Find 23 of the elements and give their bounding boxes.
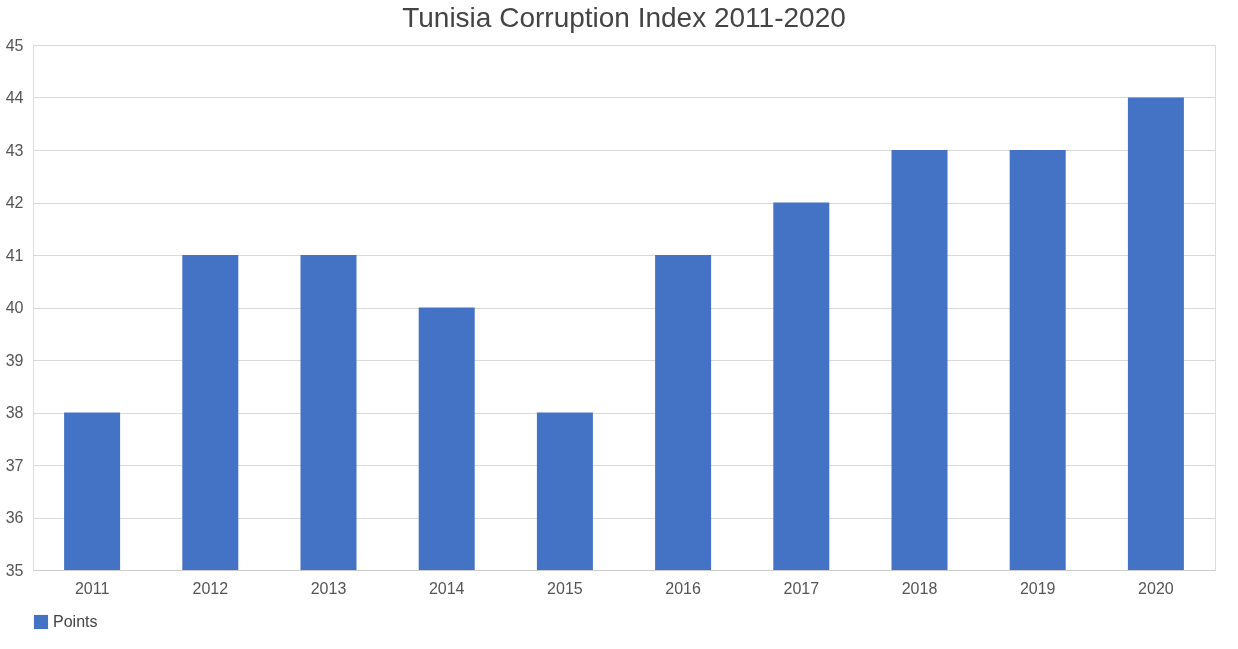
chart-title: Tunisia Corruption Index 2011-2020 <box>402 2 846 33</box>
x-tick-label: 2015 <box>547 579 583 597</box>
y-tick-label: 37 <box>5 456 24 474</box>
x-tick-label: 2019 <box>1019 579 1056 597</box>
x-tick-label: 2018 <box>901 579 938 597</box>
y-tick-label: 43 <box>5 141 24 159</box>
x-tick-label: 2013 <box>310 579 347 597</box>
y-tick-label: 39 <box>5 351 24 369</box>
x-tick-label: 2012 <box>192 579 229 597</box>
y-tick-label: 45 <box>5 36 24 54</box>
x-tick-label: 2014 <box>428 579 465 597</box>
y-tick-label: 38 <box>5 404 24 421</box>
x-tick-label: 2020 <box>1138 579 1174 597</box>
y-tick-label: 36 <box>5 509 24 526</box>
x-tick-label: 2011 <box>74 579 110 597</box>
y-tick-label: 41 <box>5 246 24 264</box>
x-tick-label: 2017 <box>783 579 820 597</box>
legend-label: Points <box>53 613 98 630</box>
y-tick-label: 40 <box>5 299 24 316</box>
y-tick-label: 44 <box>5 89 24 106</box>
y-tick-label: 42 <box>5 194 24 211</box>
x-tick-label: 2016 <box>665 579 701 597</box>
y-tick-label: 35 <box>5 561 24 579</box>
